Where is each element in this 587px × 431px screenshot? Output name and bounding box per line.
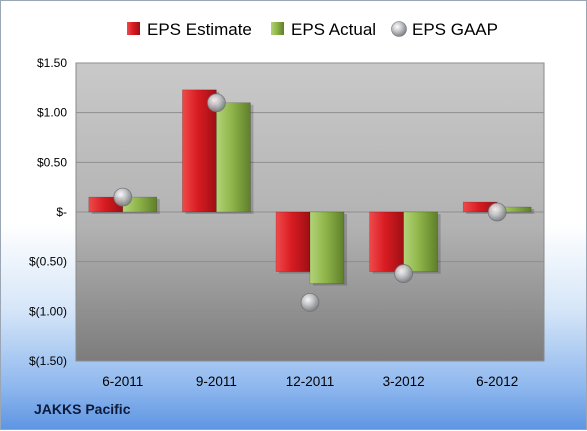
y-tick-label: $(1.50) [29, 354, 67, 368]
marker-eps-gaap [300, 292, 320, 312]
y-tick-label: $(0.50) [29, 255, 67, 269]
x-tick-label: 9-2011 [196, 374, 237, 389]
marker-eps-gaap [487, 202, 507, 222]
y-tick-label: $0.50 [37, 155, 67, 169]
marker-eps-gaap [206, 93, 226, 113]
bars [88, 89, 535, 286]
bar-eps-estimate [275, 211, 311, 272]
marker-eps-gaap [394, 264, 414, 283]
y-tick-label: $(1.00) [29, 304, 67, 318]
legend-label: EPS Actual [291, 20, 376, 39]
x-tick-label: 6-2012 [476, 374, 518, 389]
bar-eps-actual [309, 211, 345, 284]
marker-eps-gaap [113, 187, 133, 207]
legend: EPS Estimate EPS Actual EPS GAAP [127, 20, 498, 39]
y-tick-label: $- [56, 205, 67, 219]
bar-eps-estimate [369, 211, 404, 272]
legend-swatch-actual [271, 22, 284, 35]
bar-eps-actual [403, 211, 438, 272]
legend-label: EPS Estimate [147, 20, 252, 39]
x-tick-label: 6-2011 [102, 374, 143, 389]
company-name: JAKKS Pacific [34, 401, 131, 417]
legend-label: EPS GAAP [412, 20, 498, 39]
gaap-markers [113, 93, 507, 312]
bar-eps-actual [216, 102, 251, 213]
x-axis: 6-2011 9-2011 12-2011 3-2012 6-2012 [102, 374, 518, 389]
y-tick-label: $1.00 [37, 106, 67, 120]
legend-swatch-estimate [127, 22, 140, 35]
x-tick-label: 3-2012 [383, 374, 425, 389]
legend-swatch-gaap [391, 21, 407, 37]
y-tick-label: $1.50 [37, 56, 67, 70]
x-tick-label: 12-2011 [286, 374, 335, 389]
y-axis: $1.50 $1.00 $0.50 $- $(0.50) $(1.00) $(1.50) [29, 56, 67, 368]
